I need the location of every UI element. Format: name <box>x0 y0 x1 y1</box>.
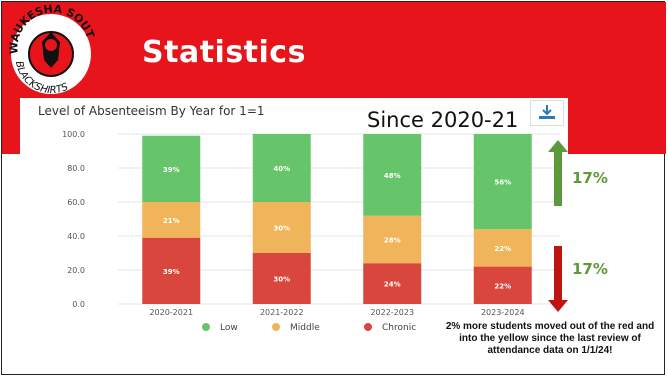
bar-segment <box>363 263 422 304</box>
bar-data-label: 39% <box>163 268 180 276</box>
x-tick-label: 2021-2022 <box>260 308 304 317</box>
bar-segment <box>142 237 201 304</box>
y-tick-label: 40.0 <box>67 232 85 241</box>
bar-data-label: 22% <box>494 245 511 253</box>
bar-segment <box>363 134 422 216</box>
bar-data-label: 56% <box>494 179 511 187</box>
up-arrow-head <box>548 140 568 152</box>
y-tick-label: 0.0 <box>72 300 85 309</box>
up-arrow-shaft <box>554 152 562 206</box>
bar-segment <box>363 215 422 264</box>
school-logo: WAUKESHA SOUTH BLACKSHIRTS <box>2 2 97 96</box>
bar-segment <box>252 253 311 304</box>
bar-segment <box>142 135 201 202</box>
legend-swatch <box>202 323 210 331</box>
bar-data-label: 40% <box>273 165 290 173</box>
legend-label: Chronic <box>382 323 416 333</box>
bar-data-label: 48% <box>384 172 401 180</box>
bar-segment <box>142 202 201 238</box>
bar-segment <box>473 134 532 230</box>
y-tick-label: 80.0 <box>67 164 85 173</box>
bar-segment <box>473 229 532 267</box>
bar-segment <box>252 202 311 253</box>
legend-label: Low <box>220 323 238 333</box>
y-tick-label: 100.0 <box>62 130 85 139</box>
bar-data-label: 30% <box>273 225 290 233</box>
bar-data-label: 21% <box>163 217 180 225</box>
bar-data-label: 22% <box>494 282 511 290</box>
download-icon[interactable] <box>530 100 564 126</box>
slide-title: Statistics <box>142 35 306 70</box>
chart-title: Level of Absenteeism By Year for 1=1 <box>38 104 265 118</box>
legend-label: Middle <box>290 323 320 333</box>
down-arrow-label: 17% <box>572 260 608 278</box>
bar-data-label: 39% <box>163 166 180 174</box>
bar-data-label: 30% <box>273 276 290 284</box>
bar-data-label: 24% <box>384 281 401 289</box>
x-tick-label: 2020-2021 <box>149 308 193 317</box>
x-tick-label: 2023-2024 <box>481 308 525 317</box>
bar-segment <box>473 266 532 304</box>
legend-swatch <box>272 323 280 331</box>
legend-swatch <box>364 323 372 331</box>
down-arrow-head <box>548 300 568 312</box>
bar-segment <box>252 134 311 202</box>
since-label: Since 2020-21 <box>367 108 519 132</box>
attendance-note: 2% more students moved out of the red an… <box>445 321 655 356</box>
x-tick-label: 2022-2023 <box>370 308 414 317</box>
down-arrow-shaft <box>554 246 562 300</box>
up-arrow-label: 17% <box>572 169 608 187</box>
y-tick-label: 20.0 <box>67 266 85 275</box>
y-tick-label: 60.0 <box>67 198 85 207</box>
bar-data-label: 28% <box>384 236 401 244</box>
